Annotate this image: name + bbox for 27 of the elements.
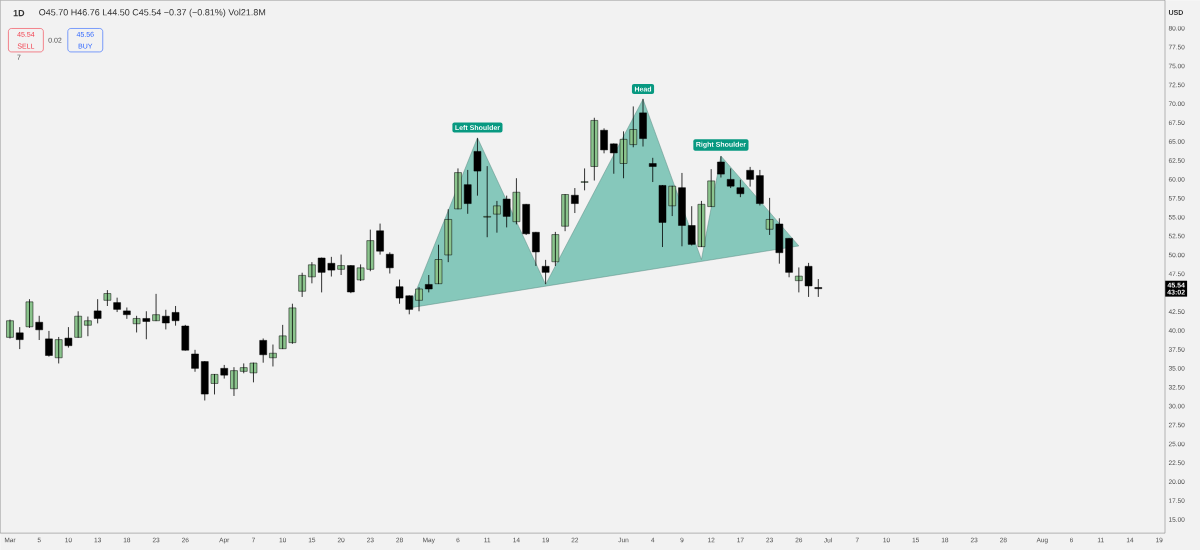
candlestick [298,272,306,297]
candlestick [736,179,745,198]
candlestick [473,138,482,196]
candlestick [103,290,112,306]
candlestick [726,168,735,189]
candlestick [590,117,599,181]
text: O45.70 H46.76 L44.50 C45.54 −0.37 (−0.81%) Vol21.8M [39,8,266,18]
candlestick [580,168,589,191]
candlestick [541,259,550,285]
candlestick [181,324,190,351]
candlestick [425,274,433,293]
candlestick [386,252,394,274]
candlestick [259,338,267,363]
candlestick [483,166,491,238]
candlestick [551,231,560,266]
candlestick [15,327,24,350]
candlestick [649,157,657,182]
candlestick [434,244,443,285]
candlestick [571,187,579,213]
candlestick [84,316,92,337]
candlestick [493,200,501,233]
candlestick [444,209,452,263]
candlestick [93,299,102,324]
candlestick [814,279,823,297]
text: 1D [13,9,25,17]
candlestick [123,307,131,319]
candlestick [463,169,472,214]
